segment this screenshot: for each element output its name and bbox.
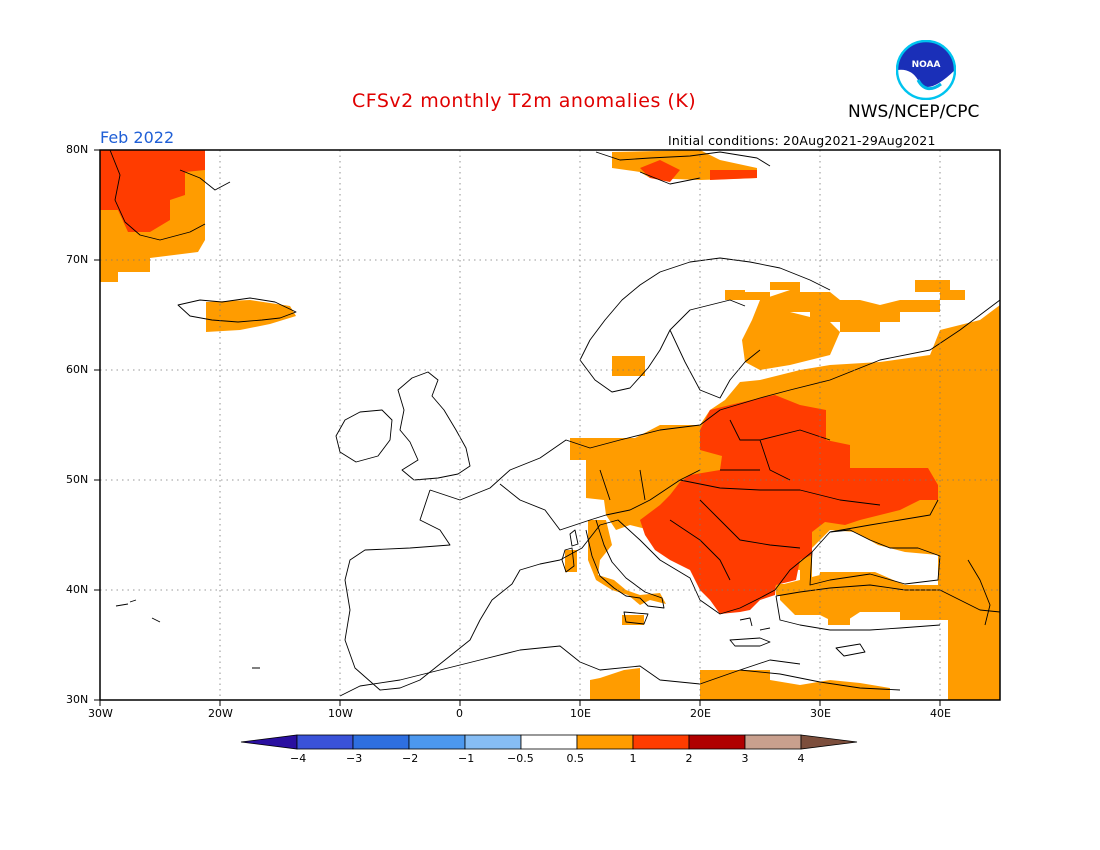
initial-conditions: Initial conditions: 20Aug2021-29Aug2021 xyxy=(668,133,936,148)
forecast-month: Feb 2022 xyxy=(100,128,175,147)
color-bar-label: −1 xyxy=(458,752,475,765)
lon-label: 10E xyxy=(570,707,591,720)
color-bar-label: −0.5 xyxy=(507,752,534,765)
anomaly-red-layer xyxy=(100,150,938,614)
color-bar-segment xyxy=(576,734,634,750)
color-bar-segment xyxy=(520,734,578,750)
color-bar-label: 2 xyxy=(685,752,693,765)
map-frame xyxy=(99,149,1001,701)
ticks xyxy=(94,149,941,706)
color-bar-label: 4 xyxy=(797,752,805,765)
color-bar-segment xyxy=(632,734,690,750)
lon-label: 10W xyxy=(328,707,353,720)
color-bar-segment xyxy=(296,734,354,750)
color-bar-segment xyxy=(352,734,410,750)
logo-text: NOAA xyxy=(912,60,941,70)
color-bar-arrow-high xyxy=(800,734,858,750)
color-bar-label: 1 xyxy=(629,752,637,765)
lat-label: 80N xyxy=(66,143,89,156)
color-bar-label: 0.5 xyxy=(566,752,585,765)
color-bar-segment xyxy=(688,734,746,750)
color-bar-segment xyxy=(464,734,522,750)
lon-label: 20W xyxy=(208,707,233,720)
lon-label: 30E xyxy=(810,707,831,720)
gridlines xyxy=(100,150,1000,700)
color-bar-label: −2 xyxy=(402,752,419,765)
lon-label: 40E xyxy=(930,707,951,720)
lat-label: 60N xyxy=(66,363,89,376)
color-bar-arrow-low xyxy=(240,734,298,750)
lat-label: 40N xyxy=(66,583,89,596)
color-bar-label: 3 xyxy=(741,752,749,765)
color-bar-segment xyxy=(408,734,466,750)
lat-label: 30N xyxy=(66,693,89,706)
color-bar-segment xyxy=(744,734,802,750)
lon-label: 0 xyxy=(456,707,463,720)
lon-label: 20E xyxy=(690,707,711,720)
lat-label: 70N xyxy=(66,253,89,266)
coastlines xyxy=(109,149,1001,697)
lat-label: 50N xyxy=(66,473,89,486)
org-label: NWS/NCEP/CPC xyxy=(848,102,980,122)
lon-label: 30W xyxy=(88,707,113,720)
noaa-logo-icon: NOAA xyxy=(896,40,956,100)
chart-title: CFSv2 monthly T2m anomalies (K) xyxy=(352,90,697,112)
color-bar-label: −4 xyxy=(290,752,307,765)
color-bar-label: −3 xyxy=(346,752,363,765)
